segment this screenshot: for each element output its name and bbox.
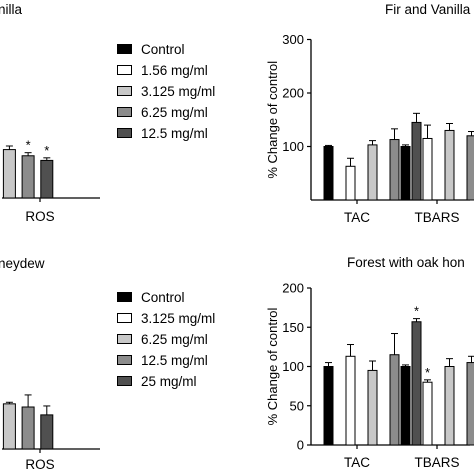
y-tick-label: 200 bbox=[282, 86, 304, 101]
bar bbox=[40, 414, 54, 450]
bar bbox=[389, 354, 400, 446]
legend-label: 12.5 mg/ml bbox=[141, 125, 208, 141]
bar bbox=[422, 381, 433, 446]
bar bbox=[400, 146, 411, 201]
panel-title-bottom-left: neydew bbox=[0, 256, 45, 271]
bar bbox=[411, 321, 422, 446]
bar bbox=[345, 355, 356, 446]
bar bbox=[466, 135, 474, 201]
x-tick-label: ROS bbox=[25, 209, 54, 224]
legend-label: 12.5 mg/ml bbox=[141, 352, 208, 368]
panel-title-top-left: nilla bbox=[0, 2, 23, 17]
bar bbox=[466, 362, 474, 446]
bar bbox=[323, 366, 334, 446]
legend-label: Control bbox=[141, 41, 185, 57]
panel-title-bottom-right: Forest with oak hon bbox=[347, 255, 465, 270]
legend-swatch bbox=[117, 128, 132, 138]
legend-swatch bbox=[117, 355, 132, 365]
y-tick-label: 150 bbox=[282, 320, 304, 335]
panel-title-top-right: Fir and Vanilla bbox=[385, 2, 471, 17]
legend-item: 25 mg/ml bbox=[117, 372, 197, 390]
legend-label: Control bbox=[141, 289, 185, 305]
legend-item: 1.56 mg/ml bbox=[117, 61, 208, 79]
bar bbox=[400, 366, 411, 446]
legend-item: 3.125 mg/ml bbox=[117, 82, 215, 100]
bar bbox=[2, 149, 16, 199]
legend-swatch bbox=[117, 376, 132, 386]
legend-item: Control bbox=[117, 288, 185, 306]
bar bbox=[323, 146, 334, 201]
legend-item: 6.25 mg/ml bbox=[117, 103, 208, 121]
x-tick-label: TBARS bbox=[414, 455, 459, 470]
significance-marker: * bbox=[44, 143, 49, 158]
bar bbox=[444, 366, 455, 446]
significance-marker: * bbox=[414, 304, 419, 319]
legend-swatch bbox=[117, 292, 132, 302]
legend-label: 1.56 mg/ml bbox=[141, 62, 208, 78]
x-tick-label: TBARS bbox=[414, 210, 459, 225]
bar bbox=[21, 155, 35, 199]
legend-label: 6.25 mg/ml bbox=[141, 104, 208, 120]
y-tick-label: 200 bbox=[282, 281, 304, 296]
legend-label: 3.125 mg/ml bbox=[141, 83, 216, 99]
bar bbox=[345, 165, 356, 201]
x-tick-label: TAC bbox=[344, 455, 370, 470]
significance-marker: * bbox=[425, 365, 430, 380]
y-axis-label: % Change of control bbox=[265, 61, 280, 179]
legend-swatch bbox=[117, 107, 132, 117]
legend-item: Control bbox=[117, 40, 185, 58]
legend-swatch bbox=[117, 313, 132, 323]
legend-swatch bbox=[117, 334, 132, 344]
legend-label: 6.25 mg/ml bbox=[141, 331, 208, 347]
bar bbox=[389, 139, 400, 201]
significance-marker: * bbox=[26, 138, 31, 153]
legend-swatch bbox=[117, 44, 132, 54]
bar bbox=[367, 144, 378, 201]
y-tick-label: 0 bbox=[297, 438, 304, 453]
legend-swatch bbox=[117, 65, 132, 75]
bar bbox=[40, 159, 54, 199]
legend-item: 12.5 mg/ml bbox=[117, 124, 208, 142]
bar bbox=[2, 403, 16, 450]
legend-item: 3.125 mg/ml bbox=[117, 309, 215, 327]
legend-swatch bbox=[117, 86, 132, 96]
bar bbox=[444, 129, 455, 201]
legend-item: 12.5 mg/ml bbox=[117, 351, 208, 369]
bar bbox=[422, 137, 433, 201]
legend-label: 3.125 mg/ml bbox=[141, 310, 216, 326]
legend-item: 6.25 mg/ml bbox=[117, 330, 208, 348]
x-tick-label: ROS bbox=[25, 457, 54, 472]
legend-label: 25 mg/ml bbox=[141, 373, 197, 389]
y-tick-label: 100 bbox=[282, 359, 304, 374]
y-tick-label: 300 bbox=[282, 32, 304, 47]
bar bbox=[411, 121, 422, 201]
x-tick-label: TAC bbox=[344, 210, 370, 225]
bar bbox=[367, 369, 378, 446]
y-tick-label: 50 bbox=[290, 398, 304, 413]
y-axis-label: % Change of control bbox=[265, 307, 280, 425]
bar bbox=[21, 406, 35, 450]
y-tick-label: 100 bbox=[282, 139, 304, 154]
